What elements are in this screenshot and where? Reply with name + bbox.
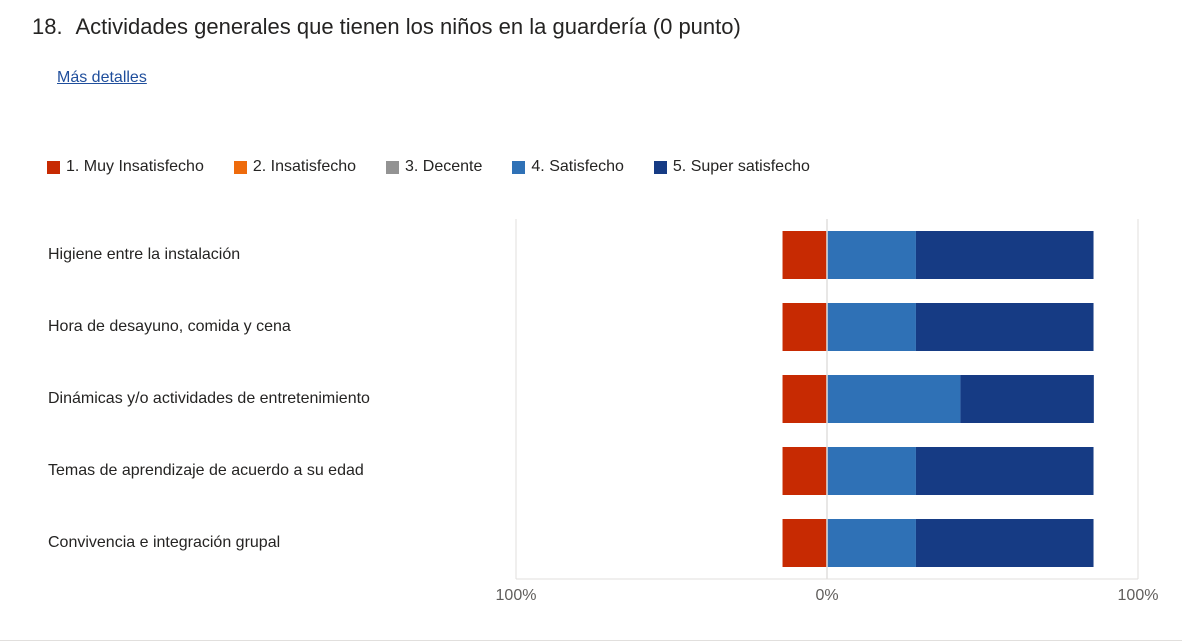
bar-segment bbox=[915, 519, 1094, 567]
bar-segment bbox=[827, 303, 916, 351]
bar-segment bbox=[827, 231, 916, 279]
legend-item-5[interactable]: 5. Super satisfecho bbox=[653, 156, 810, 178]
bar-segment bbox=[782, 231, 827, 279]
legend-swatch bbox=[47, 160, 60, 174]
bar-segment bbox=[827, 447, 916, 495]
bar-segment bbox=[782, 303, 827, 351]
x-tick-label: 100% bbox=[1118, 587, 1159, 604]
bar-segment bbox=[827, 375, 961, 423]
category-label: Dinámicas y/o actividades de entretenimi… bbox=[48, 390, 370, 407]
legend-swatch bbox=[233, 160, 247, 174]
bar-segment bbox=[782, 375, 827, 423]
legend-label: 4. Satisfecho bbox=[531, 158, 624, 175]
x-tick-label: 0% bbox=[815, 587, 838, 604]
question-text: Actividades generales que tienen los niñ… bbox=[75, 14, 741, 39]
legend-item-2[interactable]: 2. Insatisfecho bbox=[233, 156, 357, 178]
legend-label: 2. Insatisfecho bbox=[252, 158, 357, 175]
bar-segment bbox=[915, 231, 1094, 279]
legend-label: 1. Muy Insatisfecho bbox=[66, 158, 204, 175]
bar-segment bbox=[915, 303, 1094, 351]
legend-swatch bbox=[512, 160, 526, 174]
legend-item-3[interactable]: 3. Decente bbox=[386, 156, 482, 178]
legend-swatch bbox=[653, 160, 667, 174]
category-label: Temas de aprendizaje de acuerdo a su eda… bbox=[48, 462, 364, 479]
bar-segment bbox=[782, 519, 827, 567]
category-label: Higiene entre la instalación bbox=[48, 246, 241, 263]
legend-item-1[interactable]: 1. Muy Insatisfecho bbox=[47, 156, 204, 178]
legend-swatch bbox=[386, 160, 400, 174]
bar-segment bbox=[915, 447, 1094, 495]
bar-segment bbox=[782, 447, 827, 495]
x-tick-label: 100% bbox=[496, 587, 537, 604]
category-label: Hora de desayuno, comida y cena bbox=[48, 318, 291, 335]
legend-label: 5. Super satisfecho bbox=[672, 158, 810, 175]
legend-item-4[interactable]: 4. Satisfecho bbox=[512, 156, 624, 178]
bottom-divider bbox=[0, 640, 1182, 641]
diverging-bar-chart: 100% 0% 100% bbox=[496, 219, 1159, 604]
legend-label: 3. Decente bbox=[405, 158, 483, 175]
chart-legend: 1. Muy Insatisfecho 2. Insatisfecho 3. Dec… bbox=[47, 156, 840, 178]
question-number: 18. bbox=[32, 14, 63, 39]
bar-segment bbox=[827, 519, 916, 567]
category-label: Convivencia e integración grupal bbox=[48, 534, 281, 551]
bar-segment bbox=[960, 375, 1094, 423]
question-title: 18. Actividades generales que tienen los… bbox=[32, 12, 741, 42]
more-details-link[interactable]: Más detalles bbox=[57, 69, 147, 86]
